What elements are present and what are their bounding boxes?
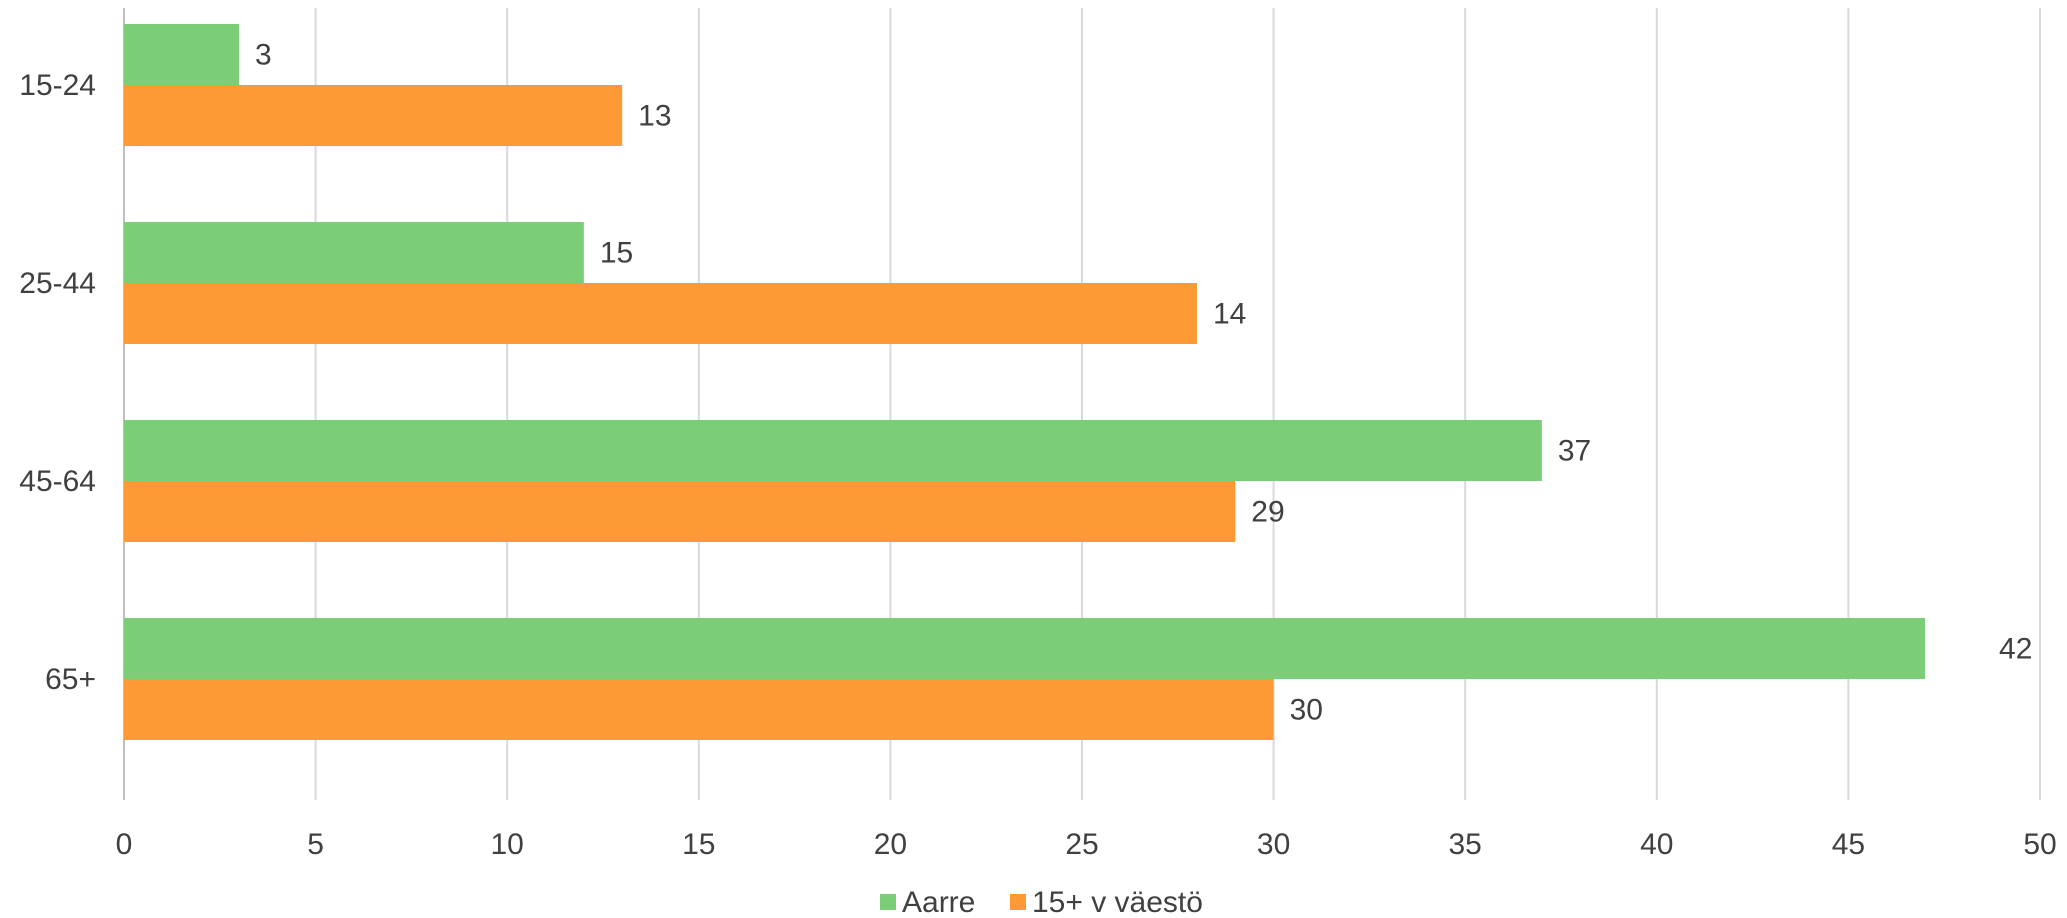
data-label: 13 — [638, 100, 671, 133]
bar-aarre — [124, 24, 239, 85]
category-labels: 15-24 25-44 45-64 65+ — [19, 69, 96, 696]
data-label: 42 — [1999, 633, 2032, 666]
x-tick-label: 15 — [682, 828, 715, 861]
x-tick-label: 10 — [491, 828, 524, 861]
x-tick-label: 0 — [116, 828, 133, 861]
legend-label: 15+ v väestö — [1032, 886, 1203, 918]
x-tick-label: 20 — [874, 828, 907, 861]
data-label: 15 — [600, 237, 633, 270]
x-tick-label: 45 — [1832, 828, 1865, 861]
legend: Aarre 15+ v väestö — [880, 886, 1203, 918]
legend-swatch — [1010, 894, 1026, 910]
bar-vaesto — [124, 481, 1236, 542]
x-tick-label: 50 — [2023, 828, 2056, 861]
category-label: 65+ — [45, 663, 96, 696]
x-tick-label: 35 — [1449, 828, 1482, 861]
data-label: 14 — [1213, 298, 1246, 331]
data-labels: 3 13 15 14 37 29 42 30 — [255, 39, 2032, 727]
data-label: 3 — [255, 39, 272, 72]
legend-label: Aarre — [902, 886, 975, 918]
data-label: 29 — [1251, 496, 1284, 529]
bar-aarre — [124, 420, 1542, 481]
bar-aarre — [124, 618, 1926, 679]
category-label: 45-64 — [19, 465, 96, 498]
bar-vaesto — [124, 85, 623, 146]
category-label: 15-24 — [19, 69, 96, 102]
x-tick-label: 40 — [1640, 828, 1673, 861]
category-label: 25-44 — [19, 267, 96, 300]
legend-swatch — [880, 894, 896, 910]
data-label: 30 — [1290, 694, 1323, 727]
bars — [124, 24, 1926, 740]
bar-aarre — [124, 222, 584, 283]
x-tick-label: 30 — [1257, 828, 1290, 861]
bar-vaesto — [124, 283, 1197, 344]
data-label: 37 — [1558, 435, 1591, 468]
bar-vaesto — [124, 679, 1274, 740]
x-tick-label: 5 — [307, 828, 324, 861]
x-tick-label: 25 — [1065, 828, 1098, 861]
x-tick-labels: 0 5 10 15 20 25 30 35 40 45 50 — [116, 828, 2057, 861]
